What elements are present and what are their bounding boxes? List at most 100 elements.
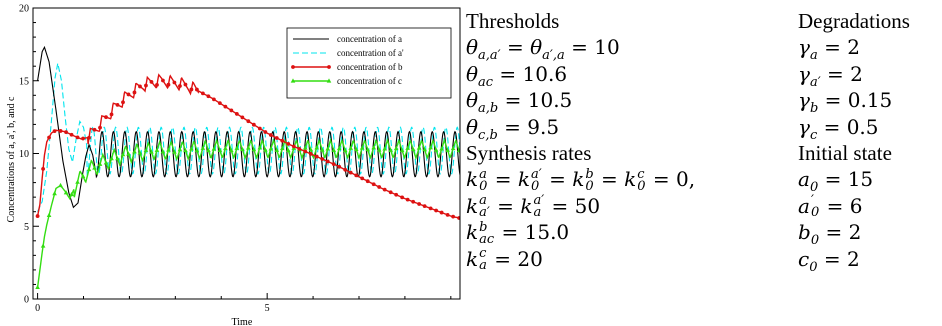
parameter-column-right: Degradations γa = 2 γa′ = 2 γb = 0.15 γc = 0… — [798, 8, 942, 275]
series-4-marker — [456, 147, 460, 153]
series-4-marker — [450, 145, 456, 151]
series-3-marker — [144, 83, 148, 88]
x-tick-label: 5 — [265, 303, 270, 314]
series-4-marker — [416, 145, 422, 150]
series-3-marker — [257, 126, 262, 131]
legend-marker — [327, 65, 331, 69]
x-tick-label: 0 — [35, 303, 40, 314]
series-3-marker — [394, 192, 399, 197]
series-3-marker — [428, 206, 433, 211]
series-3-marker — [109, 112, 114, 117]
legend-label-4: concentration of c — [337, 76, 402, 86]
series-4-marker — [103, 160, 109, 165]
param-left-equation-7: k a a′ = k a′ a = 50 — [466, 193, 601, 221]
series-4-marker — [52, 191, 57, 196]
series-4-marker — [314, 145, 320, 150]
series-3-marker — [286, 141, 291, 146]
parameter-column-left: Thresholds θa,a′ = θa′,a = 10 θac = 10.6 θa… — [466, 8, 786, 272]
series-4-marker — [97, 161, 103, 166]
series-4-marker — [80, 173, 86, 179]
series-layer — [35, 45, 460, 289]
x-axis-label: Time — [232, 317, 253, 326]
series-3-marker — [58, 129, 63, 133]
series-3-marker — [229, 108, 234, 113]
y-tick-label: 0 — [24, 295, 29, 306]
series-3-marker — [422, 204, 427, 209]
series-3-marker — [200, 91, 205, 96]
series-3-marker — [178, 84, 182, 88]
series-3-marker — [52, 129, 57, 133]
series-3-marker — [348, 170, 353, 175]
series-4-marker — [319, 147, 325, 152]
series-3-marker — [388, 190, 393, 195]
param-left-equation-4: θc,b = 9.5 — [466, 114, 560, 143]
param-left-equation-3: θa,b = 10.5 — [466, 88, 573, 117]
series-3-marker — [217, 101, 222, 106]
series-4-marker — [399, 147, 405, 153]
y-tick-label: 15 — [19, 76, 29, 87]
series-4-marker — [217, 147, 223, 152]
series-4-marker — [109, 156, 114, 161]
series-3-marker — [451, 214, 456, 219]
series-4-marker — [223, 145, 228, 151]
series-3-marker — [382, 187, 387, 192]
series-3-marker — [92, 127, 97, 132]
series-3-marker — [115, 102, 120, 107]
series-4-marker — [194, 147, 200, 153]
series-4-marker — [172, 149, 177, 154]
series-4-marker — [46, 212, 52, 217]
series-3-marker — [206, 94, 211, 99]
series-4-marker — [342, 147, 348, 153]
series-3-marker — [274, 136, 279, 140]
series-4-marker — [445, 147, 450, 152]
chart-legend: concentration of a concentration of a' con… — [286, 27, 452, 99]
series-4-marker — [274, 147, 280, 152]
series-3-marker — [87, 135, 91, 140]
series-3-marker — [47, 135, 51, 140]
series-3-marker — [81, 136, 85, 141]
series-4-marker — [126, 151, 131, 156]
series-4-marker — [348, 145, 354, 150]
series-4-marker — [257, 145, 263, 150]
series-3-marker — [234, 112, 239, 116]
series-4-marker — [189, 146, 194, 151]
param-right-heading-0: Degradations — [798, 9, 910, 33]
series-3-marker — [291, 144, 296, 149]
series-3-marker — [325, 159, 330, 164]
series-4-marker — [234, 145, 240, 150]
param-right-equation-1: γa = 2 — [798, 35, 860, 64]
series-3-marker — [75, 135, 80, 140]
param-right-equation-2: γa′ = 2 — [798, 61, 863, 90]
series-4-marker — [268, 146, 274, 151]
series-4-marker — [240, 146, 245, 152]
param-right-equation-8: b0 = 2 — [798, 220, 862, 249]
parameter-panel: Thresholds θa,a′ = θa′,a = 10 θac = 10.6 θa… — [466, 8, 942, 324]
series-4-marker — [132, 149, 137, 154]
legend-label-3: concentration of b — [337, 62, 403, 72]
series-3-marker — [64, 130, 68, 135]
y-tick-label: 5 — [24, 222, 29, 233]
series-4-marker — [177, 146, 183, 152]
y-tick-label: 20 — [19, 4, 29, 15]
series-4-marker — [63, 190, 69, 195]
series-4-marker — [40, 243, 46, 248]
series-3-marker — [104, 115, 108, 120]
series-4-marker — [154, 147, 160, 152]
series-4-marker — [206, 147, 211, 152]
series-4-marker — [388, 147, 393, 152]
series-4-marker — [115, 156, 120, 161]
series-4-marker — [160, 149, 166, 154]
series-4-marker — [428, 145, 433, 150]
series-4-marker — [410, 146, 416, 152]
series-3-marker — [189, 87, 194, 92]
series-4-marker — [35, 284, 40, 289]
series-4-marker — [382, 146, 388, 151]
param-right-equation-4: γc = 0.5 — [798, 114, 879, 143]
series-4-marker — [285, 147, 291, 153]
series-4-marker — [143, 147, 149, 152]
series-4-marker — [325, 146, 331, 151]
series-4-marker — [183, 147, 188, 153]
series-4-marker — [211, 146, 217, 151]
param-right-equation-9: c0 = 2 — [798, 246, 860, 275]
